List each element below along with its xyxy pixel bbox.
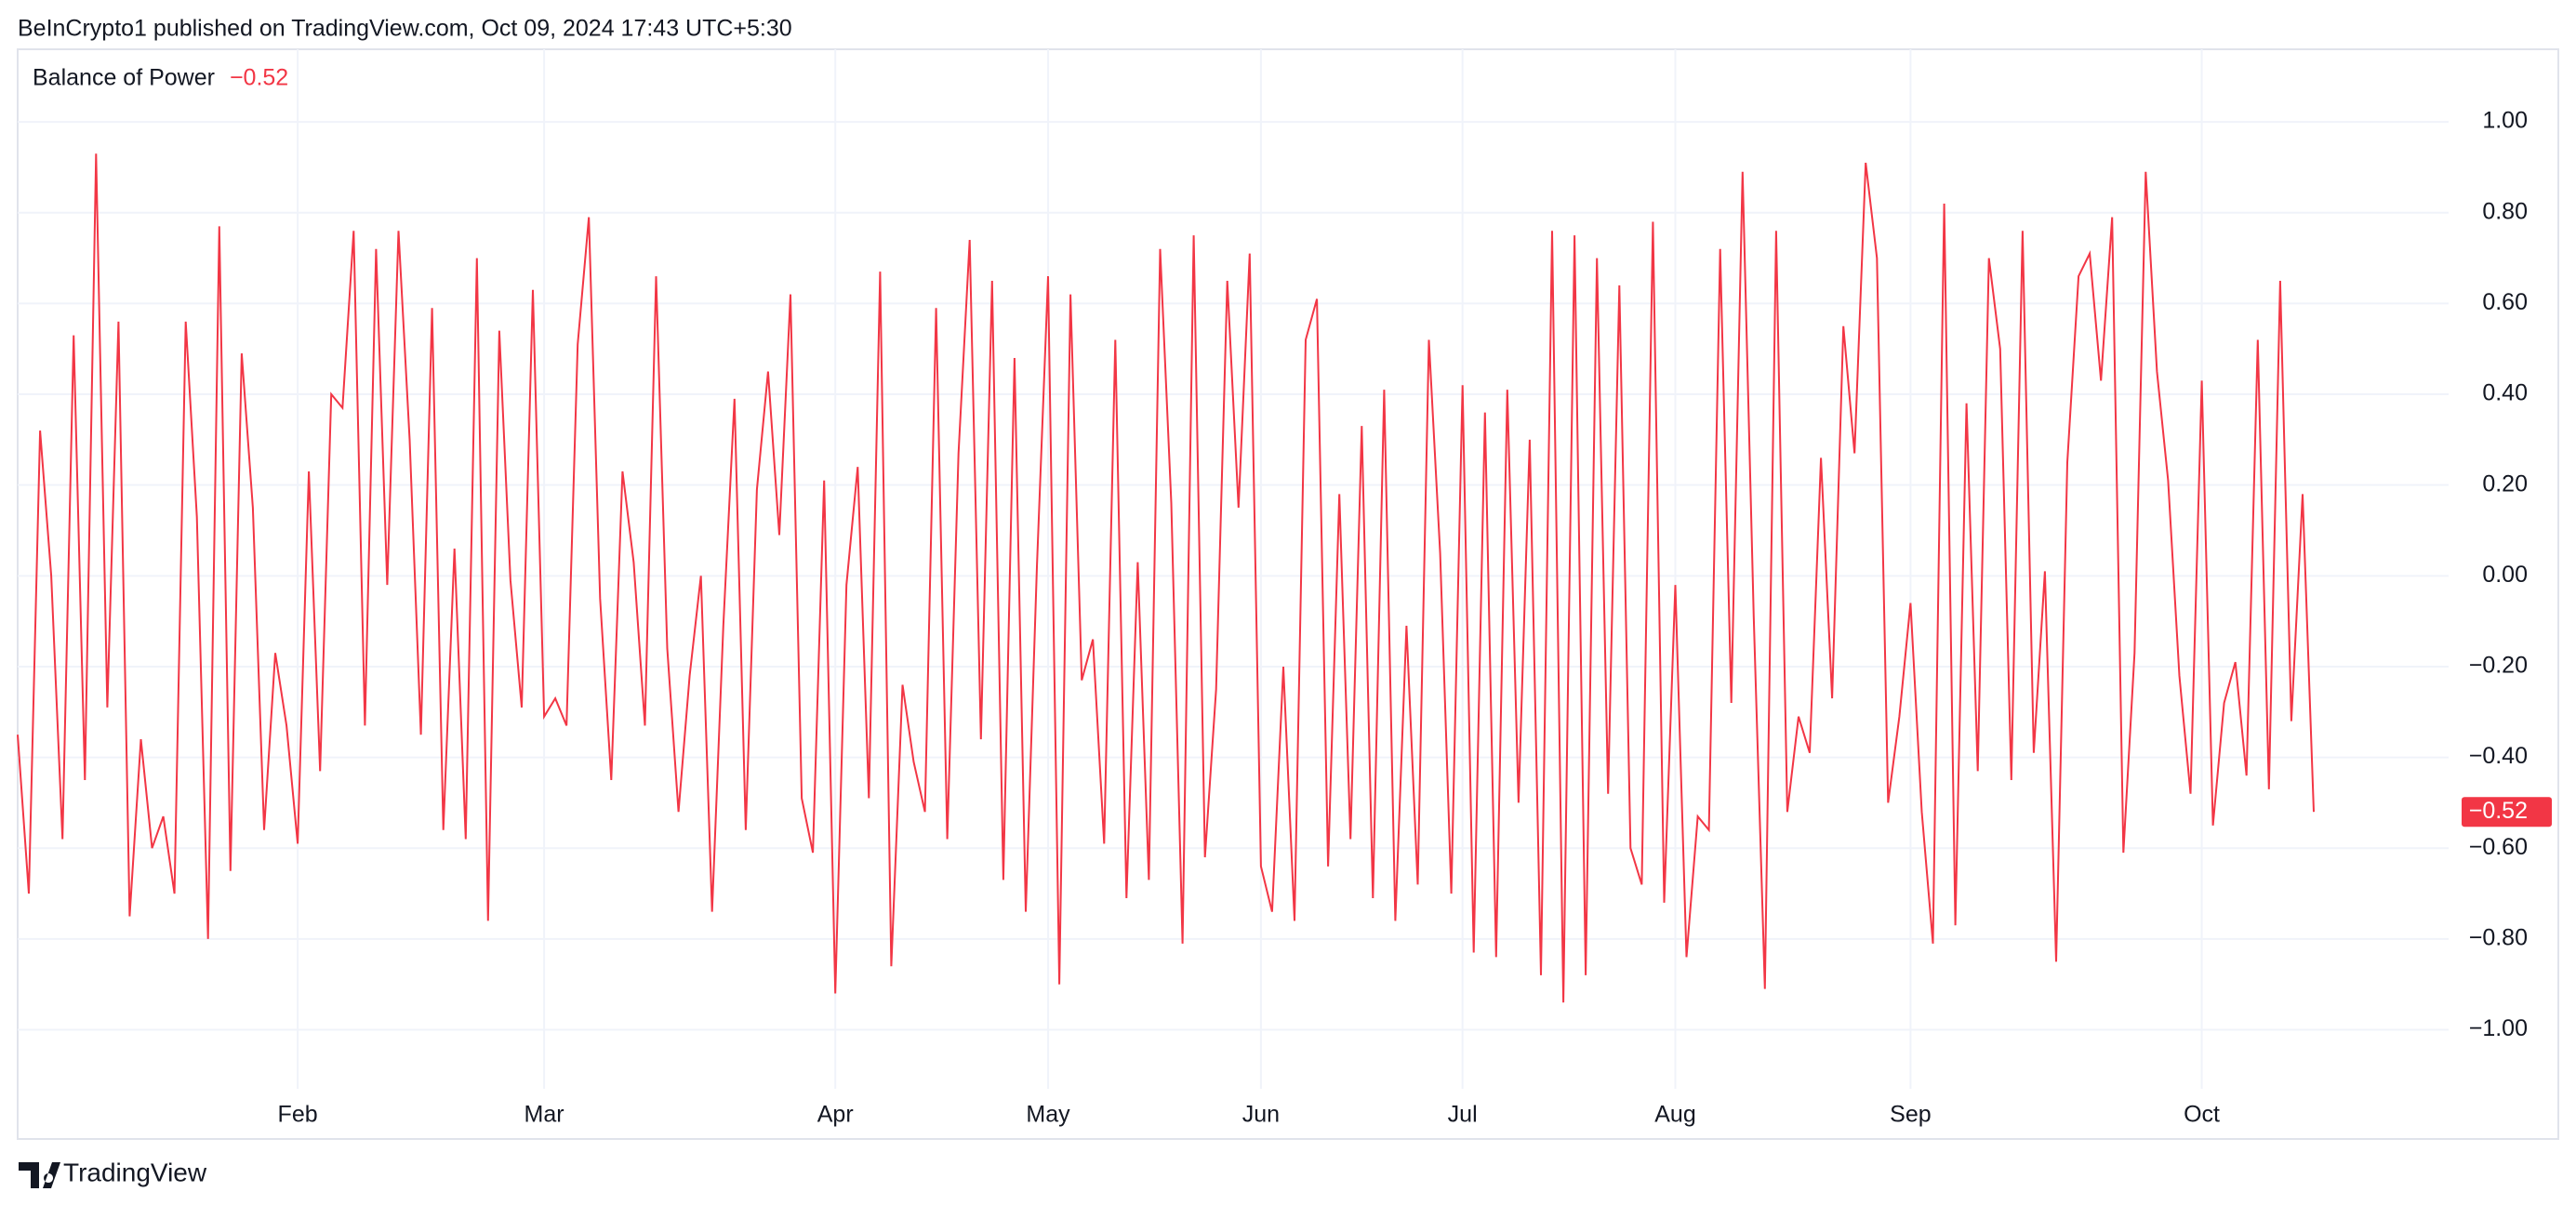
y-tick-label: −0.40 (2469, 743, 2528, 769)
y-tick-label: 0.20 (2482, 470, 2528, 497)
x-tick-label: Sep (1890, 1102, 1931, 1128)
y-tick-label: 0.60 (2482, 289, 2528, 315)
x-tick-label: Oct (2184, 1102, 2220, 1128)
y-tick-label: −0.80 (2469, 925, 2528, 951)
legend-value: −0.52 (230, 65, 288, 91)
x-tick-label: Feb (278, 1102, 318, 1128)
x-tick-label: Jul (1448, 1102, 1478, 1128)
x-tick-label: May (1026, 1102, 1070, 1128)
y-tick-label: 1.00 (2482, 108, 2528, 134)
x-tick-label: Aug (1654, 1102, 1695, 1128)
x-tick-label: Apr (817, 1102, 854, 1128)
y-tick-label: 0.00 (2482, 562, 2528, 588)
x-tick-label: Jun (1242, 1102, 1280, 1128)
y-tick-label: −0.20 (2469, 653, 2528, 679)
header: BeInCrypto1 published on TradingView.com… (18, 16, 792, 42)
y-tick-label: −0.60 (2469, 834, 2528, 860)
last-value-label: −0.52 (2469, 798, 2528, 824)
x-tick-label: Mar (524, 1102, 564, 1128)
last-value-badge (2462, 797, 2552, 828)
line (17, 153, 2315, 1003)
y-tick-label: 0.40 (2482, 380, 2528, 406)
brand-logo (19, 1162, 60, 1188)
brand: TradingView (63, 1158, 207, 1186)
chart-frame (17, 48, 2559, 1140)
y-tick-label: 0.80 (2482, 198, 2528, 224)
y-tick-label: −1.00 (2469, 1015, 2528, 1041)
chart-title: Balance of Power (33, 65, 215, 91)
